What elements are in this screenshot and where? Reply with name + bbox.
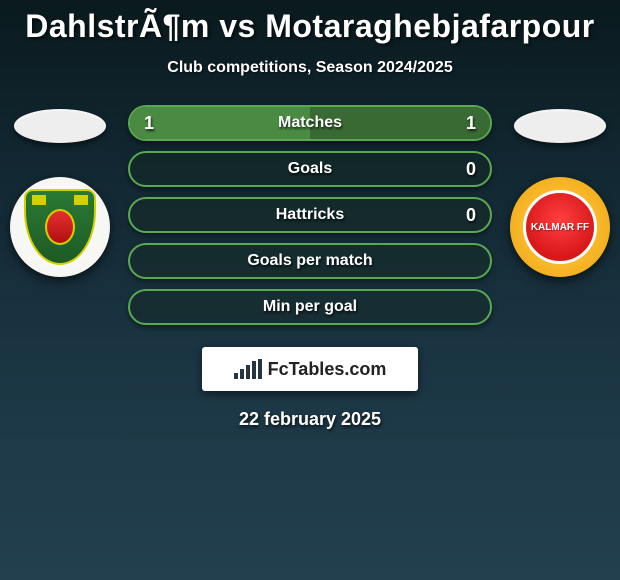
- stat-bar: 0 Goals: [128, 151, 492, 187]
- stat-bar: 0 Hattricks: [128, 197, 492, 233]
- brand-text: FcTables.com: [268, 359, 387, 380]
- left-club-crest: [10, 177, 110, 277]
- stat-value-right: 0: [466, 159, 476, 180]
- stats-column: 1 1 Matches 0 Goals 0 Hattricks Goals per match…: [120, 105, 500, 335]
- comparison-date: 22 february 2025: [0, 409, 620, 430]
- stat-value-right: 1: [466, 113, 476, 134]
- stat-bar: Min per goal: [128, 289, 492, 325]
- page-title: DahlstrÃ¶m vs Motaraghebjafarpour: [0, 0, 620, 45]
- brand-badge: FcTables.com: [202, 347, 418, 391]
- right-player-col: KALMAR FF: [500, 105, 620, 277]
- stat-bar: 1 1 Matches: [128, 105, 492, 141]
- comparison-row: 1 1 Matches 0 Goals 0 Hattricks Goals per match…: [0, 105, 620, 335]
- stat-label: Matches: [278, 114, 342, 132]
- left-flag: [14, 109, 106, 143]
- stat-label: Hattricks: [276, 206, 344, 224]
- stat-label: Goals per match: [247, 252, 372, 270]
- right-flag: [514, 109, 606, 143]
- right-club-crest: KALMAR FF: [510, 177, 610, 277]
- stat-label: Goals: [288, 160, 332, 178]
- stat-bar: Goals per match: [128, 243, 492, 279]
- brand-chart-icon: [234, 359, 262, 379]
- stat-value-right: 0: [466, 205, 476, 226]
- stat-value-left: 1: [144, 113, 154, 134]
- left-player-col: [0, 105, 120, 277]
- subtitle: Club competitions, Season 2024/2025: [0, 59, 620, 77]
- stat-label: Min per goal: [263, 298, 357, 316]
